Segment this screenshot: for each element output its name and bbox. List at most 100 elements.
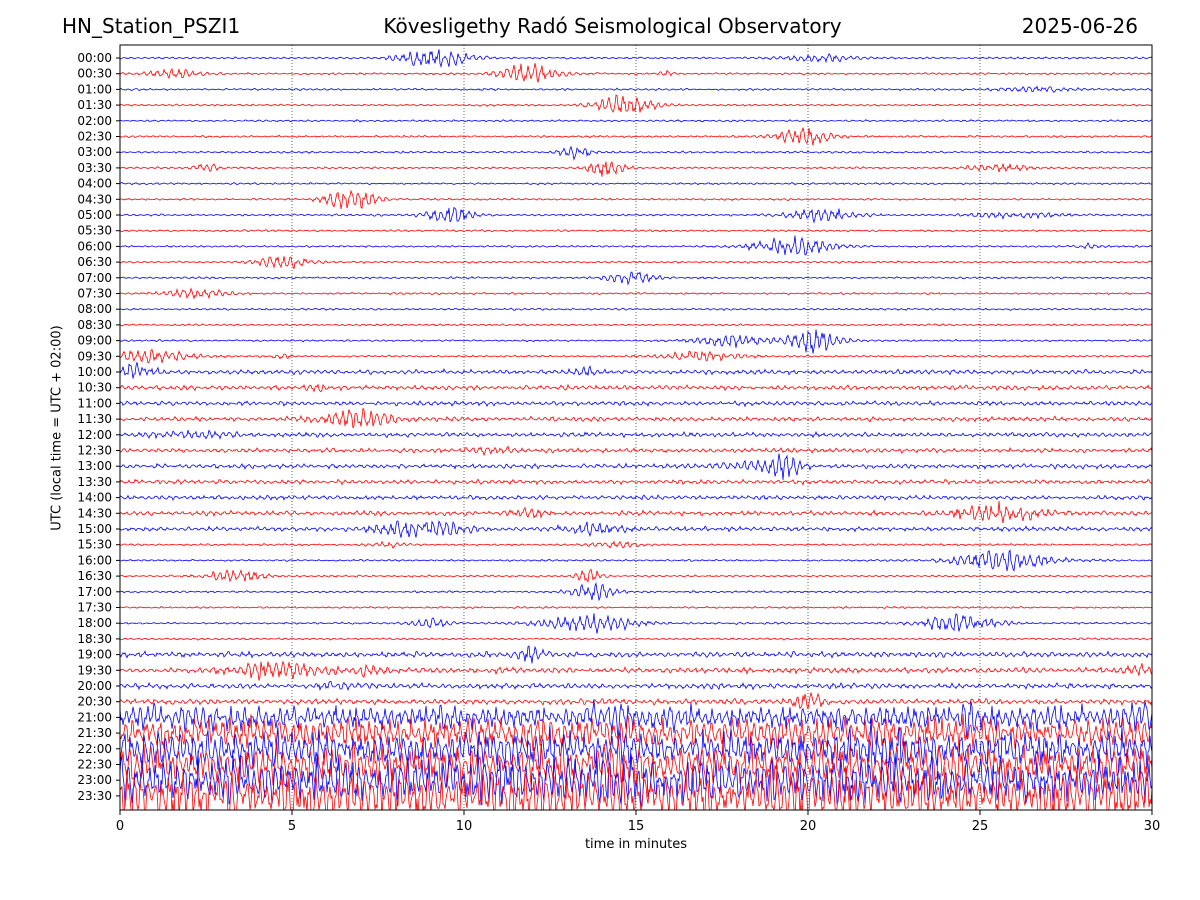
y-tick-label: 20:30 <box>77 695 112 709</box>
y-tick-label: 01:00 <box>77 82 112 96</box>
trace-0830 <box>120 323 1152 327</box>
x-tick-label: 30 <box>1144 819 1161 834</box>
trace-1530 <box>120 540 1152 549</box>
y-tick-label: 01:30 <box>77 98 112 112</box>
trace-0500 <box>120 206 1152 224</box>
y-axis-label: UTC (local time = UTC + 02:00) <box>49 325 65 531</box>
y-tick-label: 10:30 <box>77 381 112 395</box>
trace-0130 <box>120 94 1152 113</box>
trace-2100 <box>120 700 1152 740</box>
y-tick-label: 16:00 <box>77 553 112 567</box>
y-tick-label: 07:00 <box>77 271 112 285</box>
record-date: 2025-06-26 <box>1021 14 1138 38</box>
y-tick-label: 17:00 <box>77 585 112 599</box>
y-tick-label: 21:00 <box>77 710 112 724</box>
y-tick-label: 00:30 <box>77 67 112 81</box>
trace-0900 <box>120 329 1152 354</box>
trace-1130 <box>120 407 1152 429</box>
trace-0730 <box>120 287 1152 300</box>
y-tick-label: 02:30 <box>77 130 112 144</box>
y-tick-label: 23:30 <box>77 789 112 803</box>
y-tick-label: 20:00 <box>77 679 112 693</box>
trace-1900 <box>120 645 1152 664</box>
trace-2330 <box>120 764 1152 810</box>
trace-1800 <box>120 613 1152 634</box>
y-tick-label: 14:30 <box>77 506 112 520</box>
trace-0230 <box>120 127 1152 146</box>
trace-1730 <box>120 605 1152 610</box>
y-tick-label: 03:30 <box>77 161 112 175</box>
trace-0100 <box>120 85 1152 94</box>
y-tick-label: 13:00 <box>77 459 112 473</box>
trace-2030 <box>120 692 1152 710</box>
y-tick-label: 05:30 <box>77 224 112 238</box>
observatory-title: Kövesligethy Radó Seismological Observat… <box>383 14 842 38</box>
trace-0600 <box>120 235 1152 256</box>
y-tick-label: 04:30 <box>77 192 112 206</box>
y-tick-label: 09:00 <box>77 334 112 348</box>
y-tick-label: 19:00 <box>77 648 112 662</box>
traces-group <box>120 49 1152 810</box>
trace-1600 <box>120 549 1152 573</box>
y-tick-label: 18:30 <box>77 632 112 646</box>
y-tick-label: 22:30 <box>77 758 112 772</box>
y-tick-label: 00:00 <box>77 51 112 65</box>
y-tick-label: 12:00 <box>77 428 112 442</box>
trace-1830 <box>120 637 1152 641</box>
trace-0330 <box>120 161 1152 177</box>
trace-1030 <box>120 383 1152 393</box>
trace-1100 <box>120 400 1152 408</box>
trace-0700 <box>120 271 1152 286</box>
x-axis-label: time in minutes <box>584 837 688 852</box>
trace-1230 <box>120 445 1152 457</box>
trace-0930 <box>120 348 1152 364</box>
y-tick-label: 13:30 <box>77 475 112 489</box>
trace-0000 <box>120 49 1152 68</box>
trace-1930 <box>120 660 1152 681</box>
y-tick-label: 19:30 <box>77 663 112 677</box>
trace-2000 <box>120 680 1152 692</box>
trace-0400 <box>120 181 1152 186</box>
x-tick-label: 0 <box>116 819 124 834</box>
y-tick-label: 08:00 <box>77 302 112 316</box>
y-tick-label: 02:00 <box>77 114 112 128</box>
trace-1000 <box>120 362 1152 379</box>
y-tick-label: 10:00 <box>77 365 112 379</box>
trace-2200 <box>120 718 1152 771</box>
y-tick-label: 09:30 <box>77 349 112 363</box>
y-tick-label: 17:30 <box>77 601 112 615</box>
station-name: HN_Station_PSZI1 <box>62 14 241 38</box>
trace-0200 <box>120 119 1152 123</box>
trace-1200 <box>120 429 1152 440</box>
y-tick-label: 07:30 <box>77 287 112 301</box>
y-tick-label: 21:30 <box>77 726 112 740</box>
y-tick-label: 22:00 <box>77 742 112 756</box>
y-tick-label: 23:00 <box>77 773 112 787</box>
trace-0430 <box>120 189 1152 210</box>
trace-1430 <box>120 500 1152 524</box>
trace-0300 <box>120 145 1152 161</box>
y-tick-label: 12:30 <box>77 444 112 458</box>
y-tick-label: 11:30 <box>77 412 112 426</box>
y-tick-label: 05:00 <box>77 208 112 222</box>
y-tick-label: 08:30 <box>77 318 112 332</box>
y-tick-label: 18:00 <box>77 616 112 630</box>
trace-1330 <box>120 478 1152 486</box>
x-tick-label: 10 <box>456 819 473 834</box>
y-tick-label: 06:00 <box>77 239 112 253</box>
y-tick-label: 16:30 <box>77 569 112 583</box>
x-tick-label: 5 <box>288 819 296 834</box>
y-tick-label: 04:00 <box>77 177 112 191</box>
x-tick-label: 25 <box>972 819 989 834</box>
trace-0800 <box>120 307 1152 311</box>
x-tick-label: 15 <box>628 819 645 834</box>
trace-1630 <box>120 568 1152 584</box>
x-tick-label: 20 <box>800 819 817 834</box>
trace-0530 <box>120 228 1152 233</box>
trace-1500 <box>120 520 1152 538</box>
y-tick-label: 15:00 <box>77 522 112 536</box>
trace-1300 <box>120 453 1152 480</box>
y-tick-label: 14:00 <box>77 491 112 505</box>
y-tick-label: 06:30 <box>77 255 112 269</box>
